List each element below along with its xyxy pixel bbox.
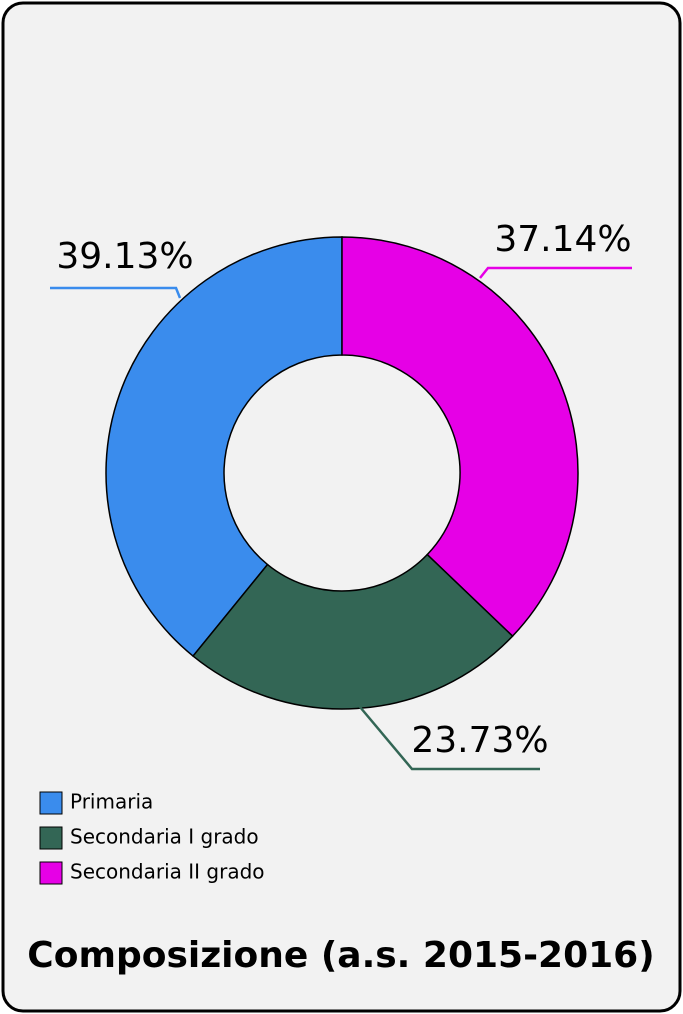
chart-title: Composizione (a.s. 2015-2016) bbox=[27, 935, 654, 976]
data-label: 37.14% bbox=[494, 219, 631, 260]
donut-slice bbox=[105, 236, 343, 658]
donut-slice bbox=[192, 553, 514, 710]
leader-line bbox=[50, 286, 182, 299]
legend-swatch bbox=[39, 791, 63, 815]
legend-label: Secondaria I grado bbox=[70, 825, 259, 849]
data-label: 39.13% bbox=[56, 236, 193, 277]
legend-label: Secondaria II grado bbox=[70, 860, 265, 884]
leader-line bbox=[359, 706, 540, 771]
donut-slice bbox=[341, 236, 579, 638]
legend-swatch bbox=[39, 826, 63, 850]
legend-label: Primaria bbox=[70, 790, 153, 814]
legend-swatch bbox=[39, 861, 63, 885]
data-label: 23.73% bbox=[411, 720, 548, 761]
leader-line bbox=[479, 266, 632, 279]
